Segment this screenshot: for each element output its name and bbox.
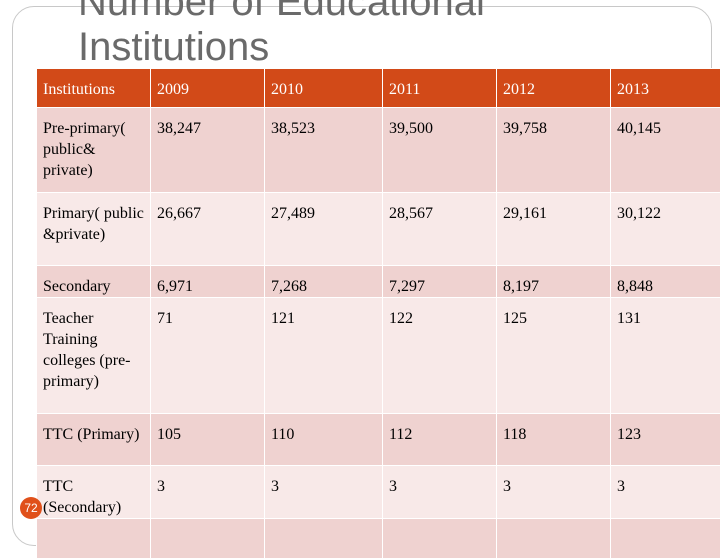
row-label: Teacher Training colleges (pre-primary) <box>37 298 151 414</box>
table-cell: 125 <box>497 298 611 414</box>
table-cell: 3 <box>497 466 611 519</box>
row-label: TTC (Primary) <box>37 414 151 466</box>
table-row: TTC (Primary) 105 110 112 118 123 <box>37 414 720 466</box>
header-cell: Institutions <box>37 69 151 108</box>
title-line-2: Institutions <box>78 25 638 70</box>
slide-title: Number of Educational Institutions <box>78 0 638 70</box>
header-cell: 2010 <box>265 69 383 108</box>
table-cell <box>383 519 497 559</box>
table-cell <box>151 519 265 559</box>
institutions-table: Institutions 2009 2010 2011 2012 2013 Pr… <box>36 68 720 559</box>
table-cell: 7,268 <box>265 266 383 298</box>
table-cell: 123 <box>611 414 720 466</box>
table-cell: 8,197 <box>497 266 611 298</box>
table-cell: 105 <box>151 414 265 466</box>
table-cell: 8,848 <box>611 266 720 298</box>
table-row: Pre-primary( public& private) 38,247 38,… <box>37 108 720 193</box>
table-row: Primary( public &private) 26,667 27,489 … <box>37 193 720 266</box>
page-number-badge: 72 <box>20 497 42 519</box>
table-cell: 27,489 <box>265 193 383 266</box>
table-cell: 3 <box>611 466 720 519</box>
table-cell: 3 <box>265 466 383 519</box>
table-cell: 38,523 <box>265 108 383 193</box>
table-cell: 131 <box>611 298 720 414</box>
table-cell: 71 <box>151 298 265 414</box>
table-cell: 112 <box>383 414 497 466</box>
table-cell: 28,567 <box>383 193 497 266</box>
title-line-1: Number of Educational <box>78 0 638 25</box>
table-header-row: Institutions 2009 2010 2011 2012 2013 <box>37 69 720 108</box>
table-cell: 3 <box>383 466 497 519</box>
table-cell: 122 <box>383 298 497 414</box>
table-cell <box>265 519 383 559</box>
header-cell: 2011 <box>383 69 497 108</box>
table-row: Secondary 6,971 7,268 7,297 8,197 8,848 <box>37 266 720 298</box>
table-cell: 26,667 <box>151 193 265 266</box>
table-cell: 118 <box>497 414 611 466</box>
table-cell: 38,247 <box>151 108 265 193</box>
table-cell <box>497 519 611 559</box>
table-cell: 3 <box>151 466 265 519</box>
table-cell: 110 <box>265 414 383 466</box>
row-label: Primary( public &private) <box>37 193 151 266</box>
header-cell: 2009 <box>151 69 265 108</box>
table-cell: 29,161 <box>497 193 611 266</box>
table-cell: 30,122 <box>611 193 720 266</box>
table-row <box>37 519 720 559</box>
table-cell: 121 <box>265 298 383 414</box>
table-row: TTC (Secondary) 3 3 3 3 3 <box>37 466 720 519</box>
table-row: Teacher Training colleges (pre-primary) … <box>37 298 720 414</box>
table-cell: 39,758 <box>497 108 611 193</box>
table-cell: 39,500 <box>383 108 497 193</box>
table-cell: 40,145 <box>611 108 720 193</box>
table-cell <box>37 519 151 559</box>
table-cell: 6,971 <box>151 266 265 298</box>
header-cell: 2012 <box>497 69 611 108</box>
table-cell <box>611 519 720 559</box>
row-label: Secondary <box>37 266 151 298</box>
header-cell: 2013 <box>611 69 720 108</box>
row-label: TTC (Secondary) <box>37 466 151 519</box>
table-cell: 7,297 <box>383 266 497 298</box>
row-label: Pre-primary( public& private) <box>37 108 151 193</box>
